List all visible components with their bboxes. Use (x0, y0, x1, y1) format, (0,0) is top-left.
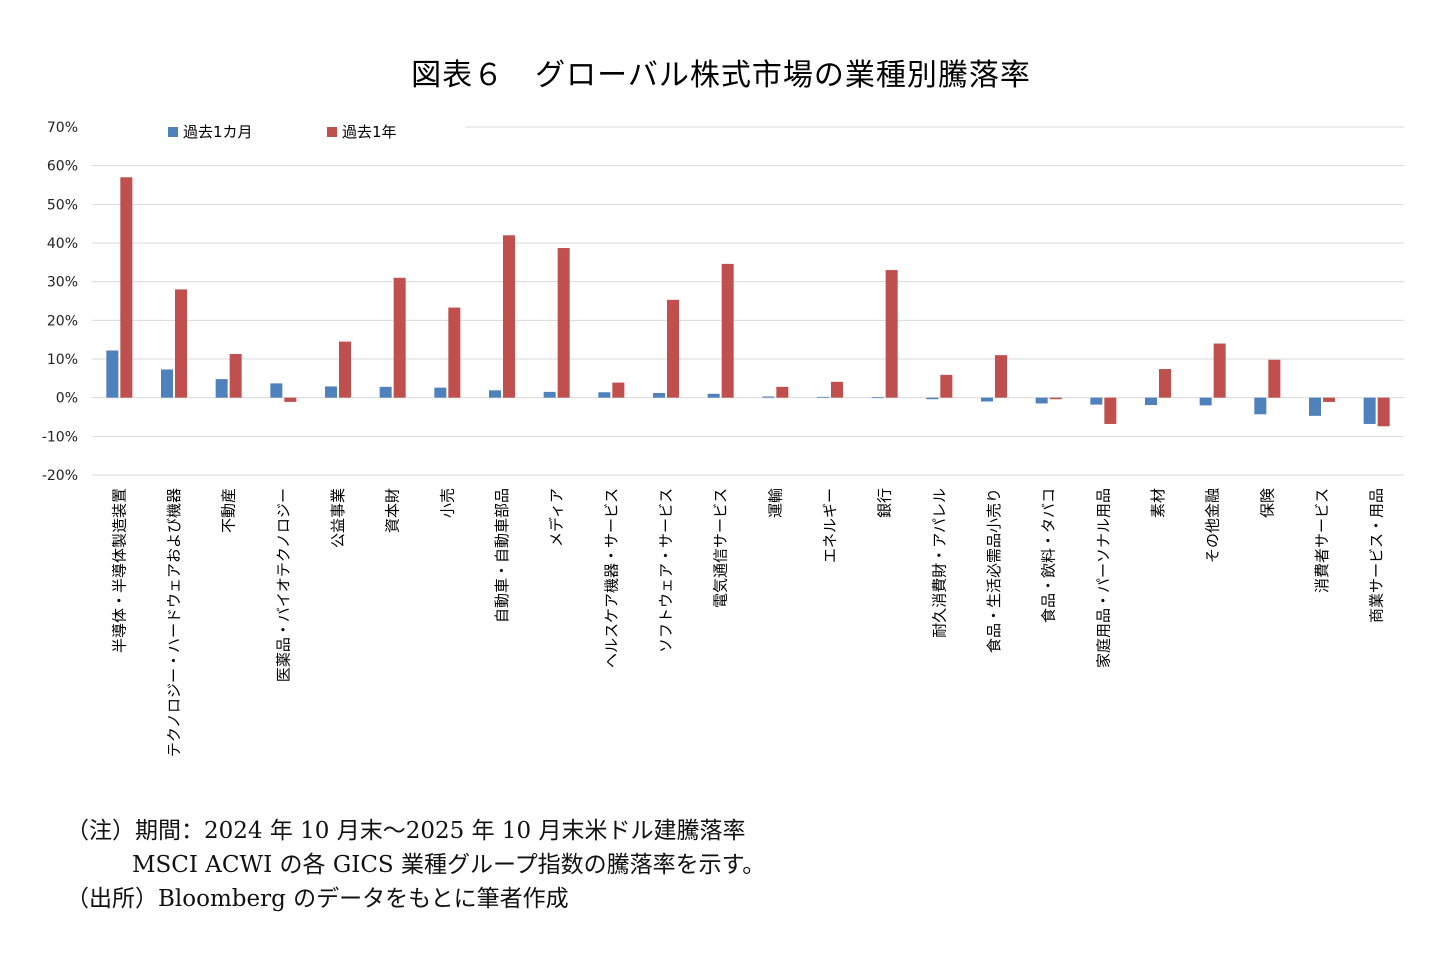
bar-1month (1090, 397, 1103, 405)
y-tick-label: 60% (47, 159, 78, 175)
y-axis-tick-labels: -20% -10% 0% 10% 20% 30% 40% 50% 60% 70% (42, 120, 78, 484)
y-tick-label: 40% (47, 236, 78, 252)
x-category-label: 運輸 (766, 488, 784, 518)
bar-1month (817, 396, 829, 398)
bar-1year (1377, 397, 1390, 427)
x-category-label: ソフトウェア・サービス (657, 488, 675, 653)
bar-1year (1323, 397, 1335, 402)
bar-1month (325, 386, 337, 398)
x-category-label: 公益事業 (329, 488, 347, 548)
bar-1month (161, 369, 173, 398)
x-category-label: 不動産 (220, 488, 238, 533)
x-category-label: 素材 (1149, 488, 1167, 518)
bar-1year (940, 374, 953, 398)
bar-1month (653, 393, 665, 398)
bar-1month (981, 397, 993, 402)
bar-1month (106, 350, 119, 398)
bar-1year (721, 263, 734, 398)
bar-1year (229, 353, 242, 398)
bars (106, 177, 1390, 427)
legend-label: 過去1カ月 (183, 123, 253, 141)
y-tick-label: 20% (47, 313, 78, 329)
x-category-label: 銀行 (876, 488, 894, 518)
legend-swatch (168, 127, 178, 137)
bar-1year (667, 299, 679, 398)
bar-1month (1199, 397, 1212, 406)
bar-1year (339, 341, 351, 398)
bar-1year (1104, 397, 1117, 424)
x-category-label: ヘルスケア機器・サービス (602, 488, 620, 668)
x-category-label: 商業サービス・用品 (1368, 488, 1386, 623)
bar-1year (1049, 397, 1062, 400)
legend-swatch (327, 127, 337, 137)
bar-1year (885, 270, 898, 398)
x-category-label: 小売 (438, 488, 456, 518)
note-index: MSCI ACWI の各 GICS 業種グループ指数の騰落率を示す。 (132, 852, 766, 878)
bar-1month (434, 387, 447, 398)
bar-1month (762, 396, 775, 398)
bar-1year (284, 397, 297, 402)
bar-1month (215, 379, 228, 398)
bar-1year (1213, 343, 1226, 398)
notes: （注）期間：2024 年 10 月末～2025 年 10 月末米ドル建騰落率 M… (66, 814, 765, 916)
bar-1month (598, 392, 611, 398)
gridlines (92, 126, 1404, 476)
x-category-label: 保険 (1258, 488, 1276, 518)
y-tick-label: 0% (56, 391, 78, 407)
bar-chart: -20% -10% 0% 10% 20% 30% 40% 50% 60% 70% 半導体・半導体製… (42, 120, 1404, 757)
bar-1month (379, 386, 392, 398)
x-category-label: 半導体・半導体製造装置 (110, 488, 128, 653)
bar-1year (503, 235, 515, 398)
bar-1month (1309, 397, 1321, 416)
bar-1month (1254, 397, 1267, 415)
x-category-label: テクノロジー・ハードウェアおよび機器 (165, 488, 183, 757)
y-tick-label: -10% (42, 429, 78, 445)
x-category-label: 電気通信サービス (712, 488, 730, 608)
bar-1month (1145, 397, 1157, 406)
bar-1year (120, 177, 133, 398)
y-tick-label: -20% (42, 468, 78, 484)
bar-1year (1268, 359, 1281, 398)
x-category-label: 耐久消費財・アパレル (930, 488, 948, 638)
bar-1year (175, 289, 187, 398)
bar-1month (1035, 397, 1048, 404)
x-category-label: 消費者サービス (1313, 488, 1331, 593)
x-category-label: その他金融 (1204, 488, 1222, 563)
note-period: （注）期間：2024 年 10 月末～2025 年 10 月末米ドル建騰落率 (66, 818, 746, 844)
bar-1month (270, 383, 283, 398)
bar-1year (831, 381, 843, 398)
legend: 過去1カ月 過去1年 (168, 123, 397, 141)
y-tick-label: 10% (47, 352, 78, 368)
x-category-label: 家庭用品・パーソナル用品 (1094, 488, 1112, 668)
x-category-label: エネルギー (821, 488, 839, 563)
x-category-label: 資本財 (384, 488, 402, 533)
bar-1year (448, 307, 461, 398)
bar-1month (871, 397, 884, 399)
bar-1year (776, 386, 789, 398)
legend-label: 過去1年 (342, 123, 397, 141)
x-axis-category-labels: 半導体・半導体製造装置 テクノロジー・ハードウェアおよび機器 不動産 医薬品・バイオテ… (110, 488, 1385, 757)
x-category-label: メディア (548, 488, 566, 547)
bar-1month (1363, 397, 1376, 424)
bar-1year (557, 248, 570, 398)
x-category-label: 食品・生活必需品小売り (985, 488, 1003, 653)
x-category-label: 医薬品・バイオテクノロジー (274, 488, 292, 682)
y-tick-label: 30% (47, 275, 78, 291)
bar-1month (489, 390, 501, 398)
bar-1year (1159, 369, 1171, 398)
bar-1year (393, 277, 406, 398)
bar-1year (612, 382, 625, 398)
bar-1month (707, 393, 720, 398)
bar-1month (543, 391, 556, 398)
y-tick-label: 50% (47, 197, 78, 213)
bar-1month (926, 397, 939, 400)
bar-1year (995, 355, 1007, 398)
x-category-label: 自動車・自動車部品 (493, 488, 511, 623)
x-category-label: 食品・飲料・タバコ (1040, 488, 1058, 623)
note-source: （出所）Bloomberg のデータをもとに筆者作成 (66, 886, 569, 912)
chart-title: 図表６ グローバル株式市場の業種別騰落率 (411, 58, 1031, 93)
y-tick-label: 70% (47, 120, 78, 136)
